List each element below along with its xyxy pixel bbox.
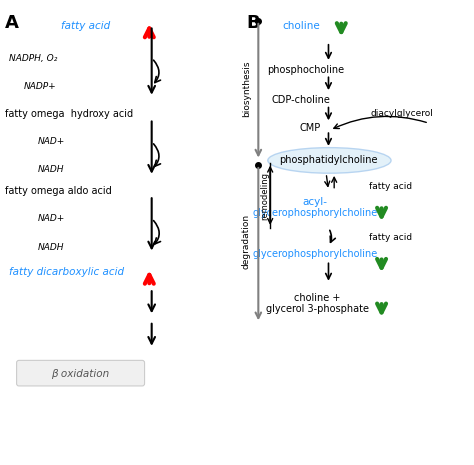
Text: NADH: NADH <box>38 243 64 252</box>
Text: choline: choline <box>282 20 320 31</box>
Text: glycerophosphorylcholine: glycerophosphorylcholine <box>253 208 378 218</box>
Text: phosphatidylcholine: phosphatidylcholine <box>279 155 378 166</box>
Text: NAD+: NAD+ <box>38 214 65 223</box>
Text: choline +: choline + <box>294 292 341 303</box>
Text: fatty omega  hydroxy acid: fatty omega hydroxy acid <box>5 109 133 119</box>
Text: remodeling: remodeling <box>260 172 269 220</box>
Text: A: A <box>5 14 18 32</box>
Text: fatty acid: fatty acid <box>369 181 412 191</box>
Text: CDP-choline: CDP-choline <box>272 95 330 105</box>
Text: NAD+: NAD+ <box>38 137 65 146</box>
Text: fatty omega aldo acid: fatty omega aldo acid <box>5 186 111 196</box>
Text: NADH: NADH <box>38 165 64 174</box>
Text: glycerol 3-phosphate: glycerol 3-phosphate <box>266 304 369 314</box>
Text: NADP+: NADP+ <box>24 81 56 91</box>
Text: glycerophosphorylcholine: glycerophosphorylcholine <box>253 249 378 259</box>
Text: β oxidation: β oxidation <box>52 369 109 379</box>
Text: NADPH, O₂: NADPH, O₂ <box>9 53 58 63</box>
Text: biosynthesis: biosynthesis <box>242 60 251 117</box>
Text: diacylglycerol: diacylglycerol <box>371 109 434 119</box>
Text: B: B <box>246 14 260 32</box>
Text: fatty acid: fatty acid <box>61 20 110 31</box>
Text: fatty acid: fatty acid <box>369 232 412 242</box>
Ellipse shape <box>268 148 391 173</box>
Text: CMP: CMP <box>300 123 321 133</box>
Text: fatty dicarboxylic acid: fatty dicarboxylic acid <box>9 267 125 277</box>
Text: degradation: degradation <box>242 214 251 269</box>
Text: phosphocholine: phosphocholine <box>267 65 344 75</box>
FancyBboxPatch shape <box>17 360 145 386</box>
Text: acyl-: acyl- <box>303 197 328 207</box>
